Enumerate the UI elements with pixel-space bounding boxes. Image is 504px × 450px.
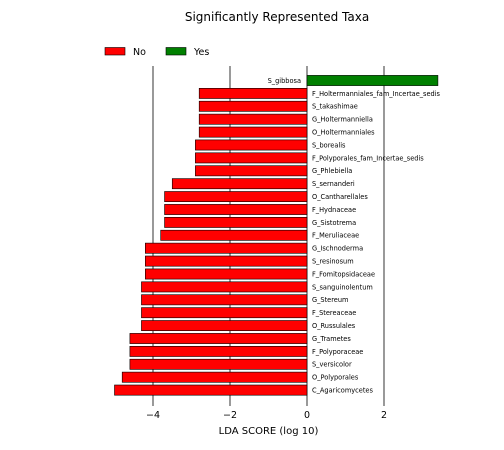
bar-label: G_Phlebiella bbox=[312, 167, 352, 175]
x-tick-label: 2 bbox=[381, 410, 387, 421]
bar bbox=[129, 358, 308, 370]
x-axis: −4 −2 0 2 bbox=[146, 402, 387, 421]
bar-label: S_borealis bbox=[312, 141, 346, 149]
bar-label: G_Ischnoderma bbox=[312, 245, 363, 253]
bar-label: O_Russulales bbox=[312, 322, 356, 330]
legend-label-yes: Yes bbox=[193, 47, 209, 58]
bar-label: S_gibbosa bbox=[268, 77, 301, 85]
bar bbox=[198, 113, 308, 125]
bar-label: O_Holtermanniales bbox=[312, 129, 375, 137]
bar bbox=[141, 281, 308, 293]
bar bbox=[195, 139, 308, 151]
bar-label: S_sernanderi bbox=[312, 180, 355, 188]
chart-title: Significantly Represented Taxa bbox=[184, 10, 370, 24]
bar bbox=[114, 384, 308, 396]
bar-label: F_Stereaceae bbox=[312, 309, 356, 317]
bar-label: F_Holtermanniales_fam_Incertae_sedis bbox=[312, 90, 441, 98]
bar-label: F_Hydnaceae bbox=[312, 206, 356, 214]
bar bbox=[145, 268, 308, 280]
bar bbox=[171, 178, 308, 190]
bar bbox=[141, 294, 308, 306]
x-tick-label: −2 bbox=[223, 410, 237, 421]
bar-label: G_Trametes bbox=[312, 335, 351, 343]
x-tick-label: −4 bbox=[146, 410, 160, 421]
bar bbox=[198, 126, 308, 138]
bar bbox=[141, 307, 308, 319]
bar bbox=[164, 204, 308, 215]
bar-label: F_Fomitopsidaceae bbox=[312, 270, 375, 278]
bar bbox=[129, 333, 308, 344]
bar-label: S_resinosum bbox=[312, 258, 354, 266]
bar-label: G_Stereum bbox=[312, 296, 348, 304]
bar bbox=[129, 345, 308, 357]
bar-label: S_versicolor bbox=[312, 361, 352, 369]
bar bbox=[145, 242, 308, 254]
bar bbox=[121, 371, 308, 383]
bar bbox=[195, 152, 308, 164]
legend: No Yes bbox=[104, 47, 209, 58]
legend-swatch-no bbox=[104, 47, 126, 56]
bar bbox=[306, 75, 439, 86]
bar-labels: S_gibbosa F_Holtermanniales_fam_Incertae_… bbox=[268, 77, 441, 395]
bar-label: F_Meruliaceae bbox=[312, 232, 359, 240]
bar bbox=[198, 88, 308, 99]
bar-label: O_Polyporales bbox=[312, 374, 359, 382]
bar bbox=[198, 100, 308, 112]
bar bbox=[164, 217, 308, 228]
bar bbox=[141, 320, 308, 331]
bar-label: O_Cantharellales bbox=[312, 193, 368, 201]
bar bbox=[145, 255, 308, 267]
bar-label: S_takashimae bbox=[312, 103, 358, 111]
legend-label-no: No bbox=[133, 47, 146, 58]
bar-label: F_Polyporales_fam_Incertae_sedis bbox=[312, 154, 424, 162]
bars bbox=[114, 75, 439, 396]
x-tick-label: 0 bbox=[304, 410, 310, 421]
legend-swatch-yes bbox=[165, 47, 187, 56]
bar bbox=[164, 191, 308, 202]
bar-label: G_Sistotrema bbox=[312, 219, 356, 227]
bar-label: S_sanguinolentum bbox=[312, 283, 373, 291]
bar-label: G_Holtermanniella bbox=[312, 116, 373, 124]
bar bbox=[160, 229, 308, 241]
bar-label: C_Agaricomycetes bbox=[312, 387, 373, 395]
bar-label: F_Polyporaceae bbox=[312, 348, 363, 356]
x-axis-title: LDA SCORE (log 10) bbox=[219, 426, 319, 437]
bar bbox=[195, 165, 308, 177]
